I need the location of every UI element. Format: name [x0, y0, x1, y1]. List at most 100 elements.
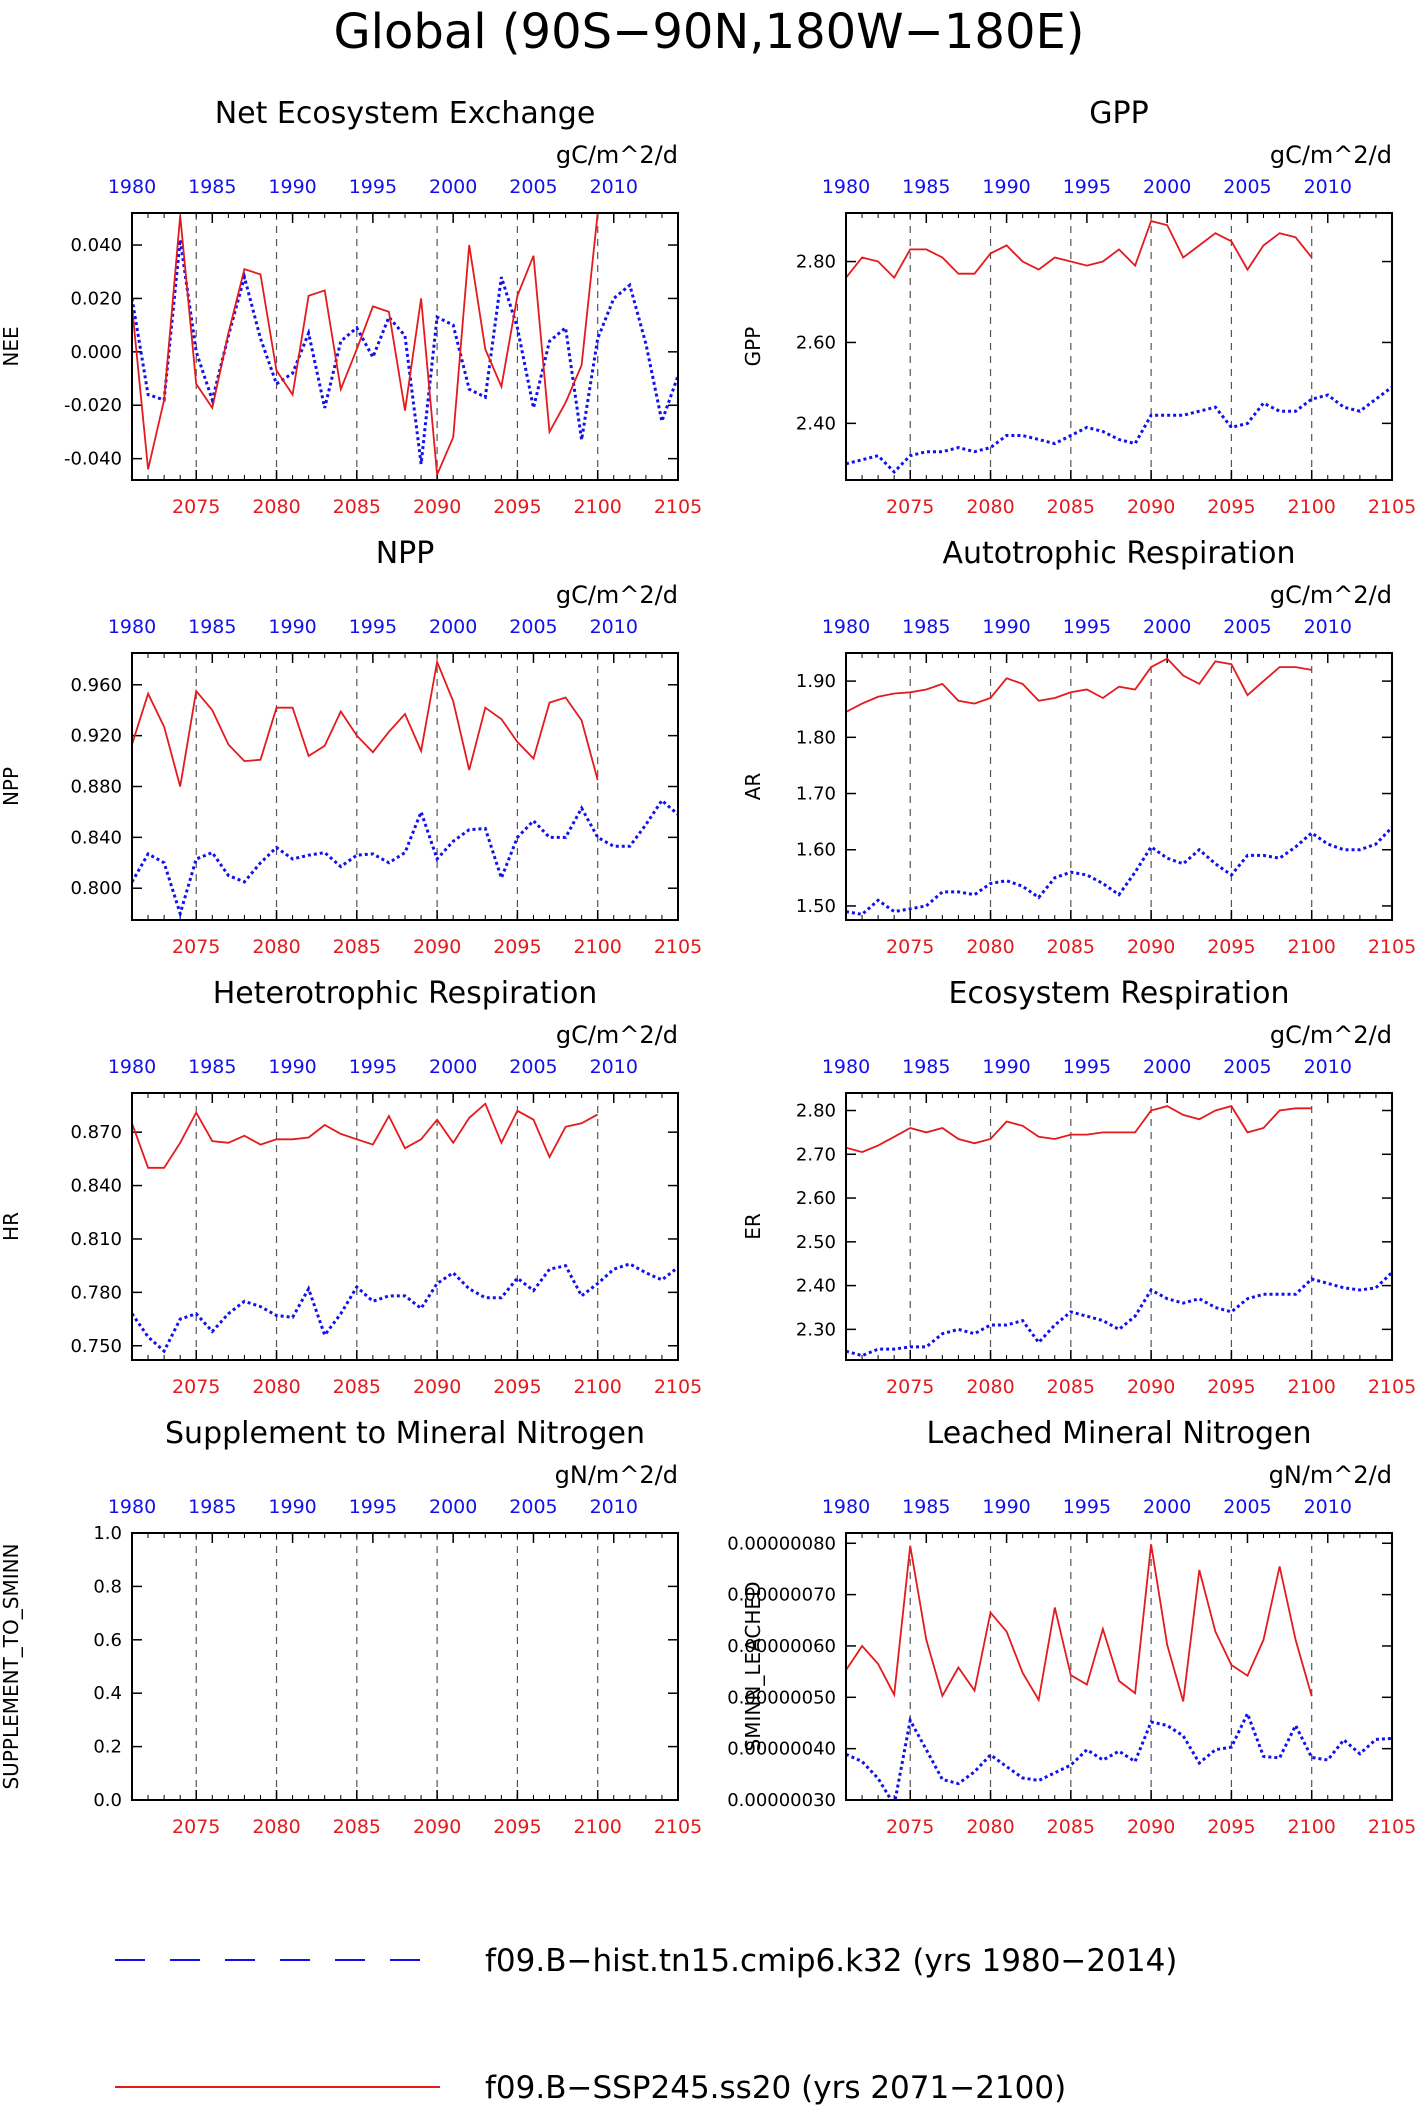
top-tick-label: 1990	[982, 616, 1030, 638]
bottom-tick-label: 2105	[654, 496, 702, 518]
legend-label-hist: f09.B−hist.tn15.cmip6.k32 (yrs 1980−2014…	[485, 1943, 1177, 1979]
top-tick-label: 2005	[509, 176, 557, 198]
plot-frame	[845, 652, 1393, 921]
chart-title: Autotrophic Respiration	[942, 536, 1295, 571]
bottom-tick-label: 2100	[574, 496, 622, 518]
bottom-tick-label: 2075	[172, 1816, 220, 1838]
bottom-tick-label: 2080	[966, 1816, 1014, 1838]
y-tick-label: 1.80	[796, 727, 836, 748]
chart-units: gN/m^2/d	[1269, 1461, 1392, 1489]
bottom-tick-label: 2095	[1207, 936, 1255, 958]
bottom-tick-label: 2085	[333, 496, 381, 518]
bottom-tick-label: 2095	[493, 496, 541, 518]
y-tick-label: 0.0	[93, 1790, 122, 1811]
y-tick-label: 2.80	[796, 1101, 836, 1122]
y-tick-label: 2.30	[796, 1319, 836, 1340]
top-tick-label: 2000	[1143, 616, 1191, 638]
chart-panel-2: NPP gC/m^2/d 2075 2080 2085 2090 2095 2100 2105 1…	[0, 536, 702, 958]
series-line-hist	[846, 826, 1392, 917]
top-tick-label: 1985	[188, 1056, 236, 1078]
bottom-tick-label: 2080	[252, 936, 300, 958]
bottom-tick-label: 2100	[1288, 1376, 1336, 1398]
chart-title: Net Ecosystem Exchange	[215, 96, 596, 131]
top-tick-label: 2005	[509, 616, 557, 638]
top-tick-label: 2005	[1223, 176, 1271, 198]
series-line-hist	[132, 798, 678, 919]
bottom-tick-label: 2090	[413, 1816, 461, 1838]
plot-frame	[845, 212, 1393, 481]
bottom-tick-label: 2105	[1368, 496, 1416, 518]
bottom-tick-label: 2105	[654, 936, 702, 958]
legend: f09.B−hist.tn15.cmip6.k32 (yrs 1980−2014…	[115, 1943, 1177, 2106]
y-tick-label: 0.810	[70, 1229, 122, 1250]
bottom-tick-label: 2085	[1047, 1816, 1095, 1838]
top-tick-label: 2010	[1304, 616, 1352, 638]
bottom-tick-label: 2075	[172, 1376, 220, 1398]
top-tick-label: 1980	[822, 176, 870, 198]
y-tick-label: 0.000	[70, 342, 122, 363]
top-tick-label: 1980	[822, 616, 870, 638]
chart-title: Leached Mineral Nitrogen	[927, 1416, 1312, 1451]
top-tick-label: 2000	[1143, 1056, 1191, 1078]
plot-frame	[131, 652, 679, 921]
bottom-tick-label: 2075	[886, 1816, 934, 1838]
y-tick-label: 2.60	[796, 1188, 836, 1209]
plot-frame	[131, 1092, 679, 1361]
bottom-tick-label: 2075	[886, 496, 934, 518]
bottom-tick-label: 2105	[654, 1376, 702, 1398]
bottom-tick-label: 2100	[574, 1816, 622, 1838]
y-tick-label: 1.90	[796, 671, 836, 692]
top-tick-label: 1985	[902, 176, 950, 198]
bottom-tick-label: 2095	[1207, 1376, 1255, 1398]
y-axis-label: ER	[741, 1213, 765, 1240]
top-tick-label: 1995	[1063, 1056, 1111, 1078]
series-line-ssp	[132, 658, 599, 787]
bottom-tick-label: 2080	[252, 1376, 300, 1398]
top-tick-label: 1995	[349, 1496, 397, 1518]
chart-panel-4: Heterotrophic Respiration gC/m^2/d 2075 208…	[0, 976, 702, 1398]
top-tick-label: 1980	[108, 616, 156, 638]
chart-title: NPP	[376, 536, 435, 571]
y-tick-label: 0.780	[70, 1282, 122, 1303]
top-tick-label: 1995	[1063, 176, 1111, 198]
chart-panel-6: Supplement to Mineral Nitrogen gN/m^2/d 20…	[0, 1416, 702, 1838]
y-axis-label: NEE	[0, 326, 23, 366]
top-tick-label: 2010	[590, 1056, 638, 1078]
series-line-hist	[132, 239, 678, 465]
bottom-tick-label: 2080	[966, 1376, 1014, 1398]
y-tick-label: 1.70	[796, 784, 836, 805]
top-tick-label: 2010	[1304, 1496, 1352, 1518]
top-tick-label: 2000	[429, 176, 477, 198]
y-tick-label: -0.020	[64, 395, 122, 416]
bottom-tick-label: 2085	[333, 1816, 381, 1838]
top-tick-label: 2010	[590, 176, 638, 198]
bottom-tick-label: 2095	[493, 1376, 541, 1398]
y-tick-label: 0.00000030	[727, 1790, 836, 1811]
bottom-tick-label: 2075	[886, 936, 934, 958]
series-line-hist	[846, 385, 1392, 475]
legend-label-ssp: f09.B−SSP245.ss20 (yrs 2071−2100)	[485, 2070, 1066, 2106]
top-tick-label: 2010	[590, 616, 638, 638]
y-tick-label: 2.40	[796, 413, 836, 434]
top-tick-label: 1995	[349, 1056, 397, 1078]
y-tick-label: 0.840	[70, 827, 122, 848]
chart-panel-5: Ecosystem Respiration gC/m^2/d 2075 2080 208…	[741, 976, 1416, 1398]
bottom-tick-label: 2105	[1368, 936, 1416, 958]
y-tick-label: 1.60	[796, 840, 836, 861]
chart-panel-0: Net Ecosystem Exchange gC/m^2/d 2075 2080 20…	[0, 96, 702, 518]
y-axis-label: GPP	[741, 327, 765, 367]
bottom-tick-label: 2100	[1288, 936, 1336, 958]
y-tick-label: 1.0	[93, 1523, 122, 1544]
bottom-tick-label: 2085	[1047, 496, 1095, 518]
top-tick-label: 2010	[1304, 176, 1352, 198]
y-tick-label: 2.60	[796, 332, 836, 353]
bottom-tick-label: 2085	[1047, 1376, 1095, 1398]
series-line-hist	[846, 1709, 1392, 1800]
bottom-tick-label: 2085	[1047, 936, 1095, 958]
bottom-tick-label: 2100	[574, 1376, 622, 1398]
y-tick-label: 0.00000040	[727, 1739, 836, 1760]
top-tick-label: 2000	[429, 616, 477, 638]
bottom-tick-label: 2080	[966, 936, 1014, 958]
top-tick-label: 1990	[982, 176, 1030, 198]
y-tick-label: 1.50	[796, 896, 836, 917]
